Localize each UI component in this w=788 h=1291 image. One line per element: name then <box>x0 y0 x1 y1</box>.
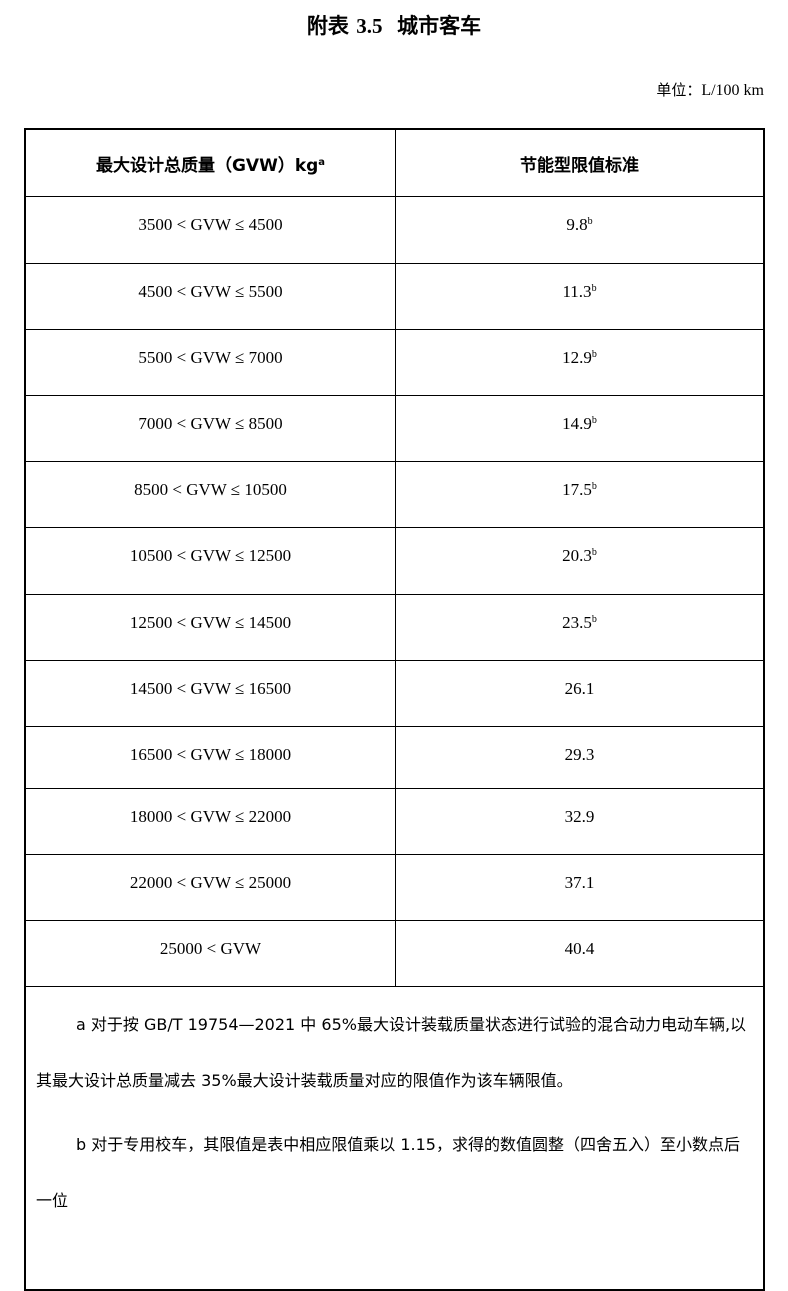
title-number: 3.5 <box>356 14 383 38</box>
title-name: 城市客车 <box>397 14 482 38</box>
table-row: 18000 < GVW ≤ 22000 32.9 <box>24 788 765 855</box>
gvw-range-cell: 10500 < GVW ≤ 12500 <box>24 527 396 595</box>
gvw-range-cell: 25000 < GVW <box>24 920 396 987</box>
footnote-ref: b <box>587 216 593 227</box>
table-row: 5500 < GVW ≤ 7000 12.9b <box>24 329 765 396</box>
limit-value-cell: 20.3b <box>395 527 765 595</box>
limit-value-cell: 9.8b <box>395 196 765 264</box>
footnote-ref: b <box>591 415 597 426</box>
gvw-range-cell: 14500 < GVW ≤ 16500 <box>24 660 396 727</box>
gvw-range-cell: 3500 < GVW ≤ 4500 <box>24 196 396 264</box>
footnote-ref: b <box>591 481 597 492</box>
gvw-range-cell: 5500 < GVW ≤ 7000 <box>24 329 396 396</box>
footnote-0: a 对于按 GB/T 19754—2021 中 65%最大设计装载质量状态进行试… <box>36 1015 747 1090</box>
title-prefix: 附表 <box>306 14 349 38</box>
table-row: 25000 < GVW 40.4 <box>24 920 765 987</box>
footnote-ref: b <box>591 283 597 294</box>
table-row: 16500 < GVW ≤ 18000 29.3 <box>24 726 765 789</box>
gvw-range-cell: 7000 < GVW ≤ 8500 <box>24 395 396 462</box>
footnotes-cell: a 对于按 GB/T 19754—2021 中 65%最大设计装载质量状态进行试… <box>24 986 765 1291</box>
limit-value-cell: 17.5b <box>395 461 765 528</box>
table-row: 22000 < GVW ≤ 25000 37.1 <box>24 854 765 921</box>
table-row: 14500 < GVW ≤ 16500 26.1 <box>24 660 765 727</box>
limits-table: 最大设计总质量（GVW）kga 节能型限值标准 3500 < GVW ≤ 450… <box>24 128 765 1291</box>
table-row: 10500 < GVW ≤ 12500 20.3b <box>24 527 765 595</box>
limit-value-cell: 12.9b <box>395 329 765 396</box>
header-limit: 节能型限值标准 <box>395 128 765 197</box>
header-gvw: 最大设计总质量（GVW）kga <box>24 128 396 197</box>
gvw-range-cell: 16500 < GVW ≤ 18000 <box>24 726 396 789</box>
limit-value-cell: 23.5b <box>395 594 765 661</box>
gvw-range-cell: 12500 < GVW ≤ 14500 <box>24 594 396 661</box>
footnote-ref: b <box>591 349 597 360</box>
unit-label: 单位：L/100 km <box>656 81 764 99</box>
gvw-range-cell: 18000 < GVW ≤ 22000 <box>24 788 396 855</box>
footnote-ref: b <box>591 614 597 625</box>
gvw-range-cell: 8500 < GVW ≤ 10500 <box>24 461 396 528</box>
table-row: 4500 < GVW ≤ 5500 11.3b <box>24 263 765 330</box>
limit-value-cell: 11.3b <box>395 263 765 330</box>
table-title: 附表 3.5 城市客车 <box>0 10 788 40</box>
table-row: 3500 < GVW ≤ 4500 9.8b <box>24 196 765 264</box>
gvw-range-cell: 4500 < GVW ≤ 5500 <box>24 263 396 330</box>
limit-value-cell: 32.9 <box>395 788 765 855</box>
footnotes-row: a 对于按 GB/T 19754—2021 中 65%最大设计装载质量状态进行试… <box>24 986 765 1291</box>
footnote-ref: b <box>591 547 597 558</box>
table-row: 8500 < GVW ≤ 10500 17.5b <box>24 461 765 528</box>
table-row: 7000 < GVW ≤ 8500 14.9b <box>24 395 765 462</box>
table-row: 12500 < GVW ≤ 14500 23.5b <box>24 594 765 661</box>
limit-value-cell: 29.3 <box>395 726 765 789</box>
table-header-row: 最大设计总质量（GVW）kga 节能型限值标准 <box>24 128 765 197</box>
limit-value-cell: 26.1 <box>395 660 765 727</box>
limit-value-cell: 40.4 <box>395 920 765 987</box>
limit-value-cell: 14.9b <box>395 395 765 462</box>
limit-value-cell: 37.1 <box>395 854 765 921</box>
footnote-1: b 对于专用校车，其限值是表中相应限值乘以 1.15，求得的数值圆整（四舍五入）… <box>36 1135 740 1210</box>
gvw-range-cell: 22000 < GVW ≤ 25000 <box>24 854 396 921</box>
